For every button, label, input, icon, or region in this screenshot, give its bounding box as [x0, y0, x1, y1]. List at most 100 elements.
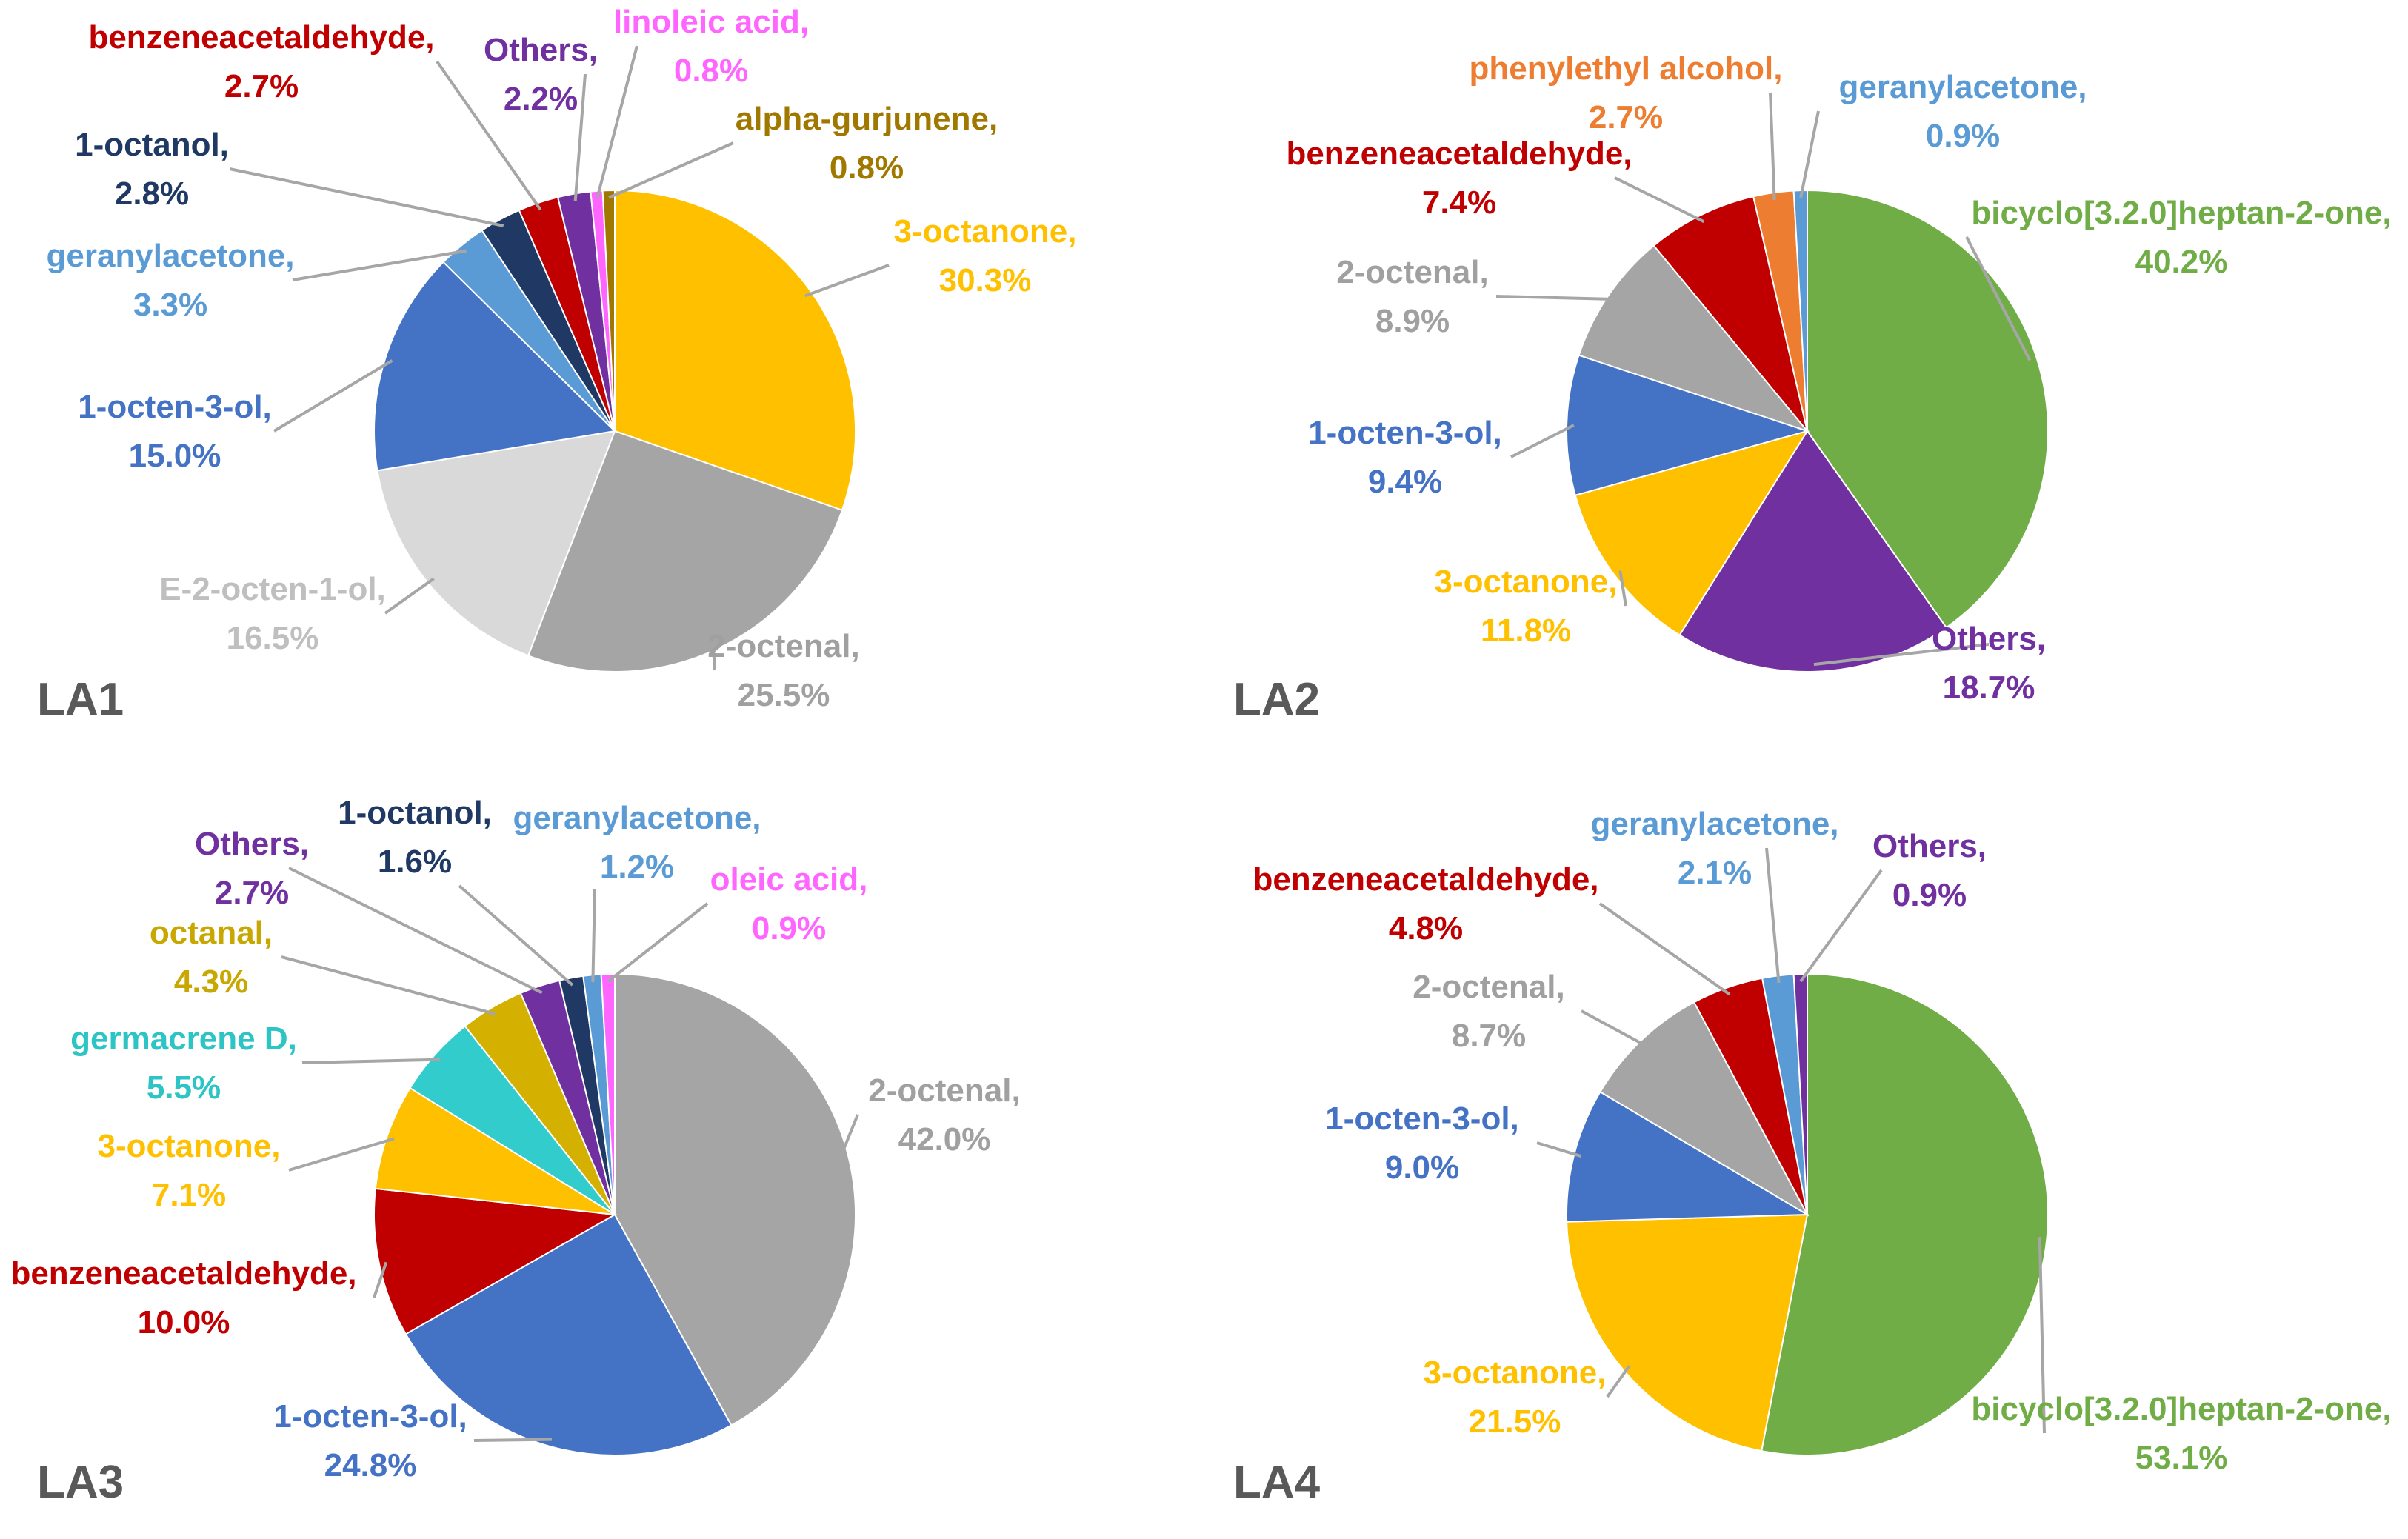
slice-value-1-octanol: 2.8%	[115, 176, 189, 212]
leader-line-others	[1813, 643, 1990, 667]
slice-value-benzeneacetaldehyde: 4.8%	[1389, 910, 1463, 947]
slice-label-2-octenal: 2-octenal,	[1413, 969, 1564, 1005]
leader-line-linoleic-acid	[596, 45, 638, 199]
slice-label-others: Others,	[195, 826, 309, 862]
slice-label-1-octen-3-ol: 1-octen-3-ol,	[1325, 1101, 1519, 1137]
leader-line-benzeneacetaldehyde	[1614, 176, 1705, 224]
leader-line-geranylacetone	[591, 888, 596, 983]
leader-lines	[281, 867, 859, 1442]
pie-slice-1-octen-3-ol	[1566, 354, 1810, 496]
slice-label-geranylacetone: geranylacetone,	[1590, 806, 1838, 842]
slice-label-geranylacetone: geranylacetone,	[513, 800, 761, 836]
slice-label-1-octen-3-ol: 1-octen-3-ol,	[1308, 415, 1502, 451]
leader-line-alpha-gurjunene	[608, 141, 734, 199]
slice-value-3-octanone: 11.8%	[1481, 612, 1571, 649]
slice-label-others: Others,	[484, 32, 598, 68]
slice-label-bicyclo-3-2-0-heptan-2-one: bicyclo[3.2.0]heptan-2-one,	[1971, 1391, 2391, 1427]
pie-slice-1-octen-3-ol	[373, 261, 617, 472]
slice-label-germacrene-d: germacrene D,	[70, 1021, 297, 1057]
chart-panel-la2: bicyclo[3.2.0]heptan-2-one, 40.2% Others, 1…	[1233, 50, 2392, 725]
slice-value-benzeneacetaldehyde: 10.0%	[138, 1304, 230, 1341]
slice-label-2-octenal: 2-octenal,	[868, 1072, 1020, 1109]
leader-line-3-octanone	[288, 1137, 395, 1172]
pie-slice-geranylacetone	[1792, 189, 1808, 432]
pie-slice-bicyclo-3-2-0-heptan-2-one	[1807, 189, 2049, 629]
slice-value-1-octen-3-ol: 24.8%	[324, 1447, 417, 1483]
slice-label-alpha-gurjunene: alpha-gurjunene,	[736, 101, 998, 137]
leader-line-3-octanone	[1606, 1365, 1631, 1398]
chart-panel-la4: bicyclo[3.2.0]heptan-2-one, 53.1% 3-octano…	[1233, 806, 2392, 1508]
slice-value-1-octen-3-ol: 9.0%	[1385, 1149, 1459, 1186]
slice-value-oleic-acid: 0.9%	[752, 910, 826, 947]
slice-labels: 2-octenal, 42.0% 1-octen-3-ol, 24.8% benzene…	[10, 795, 1020, 1483]
leader-line-e-2-octen-1-ol	[384, 577, 435, 615]
slice-label-others: Others,	[1872, 828, 1987, 864]
slice-value-germacrene-d: 5.5%	[147, 1069, 221, 1106]
slice-value-others: 2.2%	[504, 81, 578, 117]
leader-line-others	[573, 73, 587, 201]
leader-line-germacrene-d	[301, 1058, 441, 1064]
pie-slice-oleic-acid	[600, 972, 616, 1215]
pie-slice-2-octenal	[1578, 244, 1810, 433]
leader-line-others	[288, 867, 543, 995]
slice-label-3-octanone: 3-octanone,	[98, 1128, 281, 1164]
slice-value-1-octanol: 1.6%	[378, 844, 452, 880]
slice-label-1-octen-3-ol: 1-octen-3-ol,	[273, 1398, 467, 1435]
slice-label-bicyclo-3-2-0-heptan-2-one: bicyclo[3.2.0]heptan-2-one,	[1971, 195, 2391, 231]
leader-line-octanal	[281, 955, 496, 1016]
slice-value-phenylethyl-alcohol: 2.7%	[1589, 99, 1663, 136]
slice-value-3-octanone: 7.1%	[152, 1177, 226, 1213]
pie-slice-3-octanone	[374, 1086, 616, 1215]
slice-label-benzeneacetaldehyde: benzeneacetaldehyde,	[1286, 136, 1632, 172]
leader-line-others	[1799, 869, 1883, 983]
slice-label-linoleic-acid: linoleic acid,	[613, 4, 809, 40]
slice-label-geranylacetone: geranylacetone,	[1838, 69, 2087, 105]
slice-value-geranylacetone: 2.1%	[1678, 855, 1752, 891]
slice-value-geranylacetone: 3.3%	[133, 287, 207, 323]
pie-slice-3-octanone	[614, 189, 856, 512]
chart-title: LA3	[37, 1457, 124, 1508]
slice-label-phenylethyl-alcohol: phenylethyl alcohol,	[1470, 50, 1783, 87]
pie-slice-2-octenal	[1599, 1001, 1810, 1217]
leader-line-2-octenal	[1581, 1009, 1647, 1047]
leader-line-bicyclo-3-2-0-heptan-2-one	[1965, 236, 2032, 361]
leader-line-2-octenal	[1495, 295, 1615, 301]
slice-value-e-2-octen-1-ol: 16.5%	[227, 620, 319, 656]
pie-slice-bicyclo-3-2-0-heptan-2-one	[1760, 972, 2049, 1456]
chart-title: LA2	[1233, 674, 1320, 725]
pie-slice-3-octanone	[1574, 430, 1810, 636]
slice-value-geranylacetone: 0.9%	[1926, 118, 2000, 154]
slice-label-octanal: octanal,	[150, 915, 273, 951]
slice-label-1-octen-3-ol: 1-octen-3-ol,	[78, 389, 272, 425]
slice-value-2-octenal: 8.7%	[1452, 1018, 1526, 1054]
slice-value-others: 2.7%	[215, 875, 289, 911]
leader-line-geranylacetone	[292, 249, 467, 281]
chart-panel-la1: 3-octanone, 30.3% 2-octenal, 25.5% E-2-octen…	[37, 4, 1076, 725]
leader-line-1-octen-3-ol	[1510, 424, 1575, 458]
slice-value-bicyclo-3-2-0-heptan-2-one: 53.1%	[2135, 1440, 2228, 1476]
slice-label-3-octanone: 3-octanone,	[1435, 564, 1618, 600]
slice-value-benzeneacetaldehyde: 2.7%	[224, 68, 299, 104]
leader-line-1-octen-3-ol	[273, 359, 393, 433]
leader-line-1-octanol	[229, 167, 504, 227]
slice-label-2-octenal: 2-octenal,	[1336, 254, 1488, 290]
chart-title: LA4	[1233, 1457, 1321, 1508]
slice-value-bicyclo-3-2-0-heptan-2-one: 40.2%	[2135, 244, 2228, 280]
slice-label-geranylacetone: geranylacetone,	[46, 238, 294, 274]
leader-line-bicyclo-3-2-0-heptan-2-one	[2038, 1237, 2046, 1434]
slice-label-benzeneacetaldehyde: benzeneacetaldehyde,	[10, 1255, 356, 1292]
slice-value-others: 18.7%	[1943, 670, 2035, 706]
slice-value-3-octanone: 21.5%	[1469, 1403, 1561, 1440]
leader-lines	[1536, 847, 2046, 1434]
slice-value-2-octenal: 25.5%	[738, 677, 830, 713]
slice-label-3-octanone: 3-octanone,	[1424, 1355, 1607, 1391]
leader-line-1-octanol	[458, 884, 574, 987]
slice-label-e-2-octen-1-ol: E-2-octen-1-ol,	[159, 571, 386, 607]
slice-value-3-octanone: 30.3%	[939, 262, 1032, 298]
slice-value-linoleic-acid: 0.8%	[674, 53, 748, 89]
leader-line-3-octanone	[1618, 570, 1627, 607]
leader-lines	[229, 45, 890, 671]
leader-line-3-octanone	[804, 264, 890, 298]
pie-slices	[373, 972, 856, 1457]
